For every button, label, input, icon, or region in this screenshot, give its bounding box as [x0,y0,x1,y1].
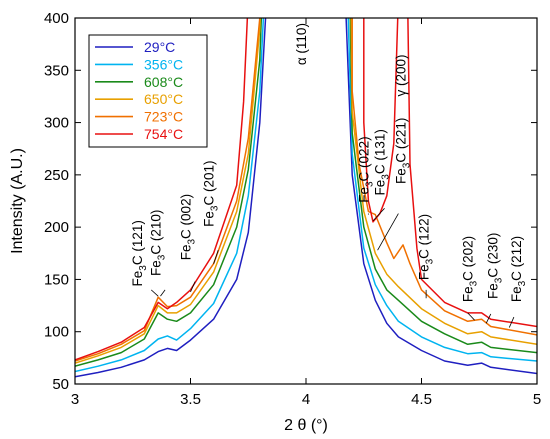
legend-label-5: 754°C [144,126,183,142]
peak-annotation-6: Fe3C (022) [356,136,375,202]
y-axis-label: Intensity (A.U.) [9,148,26,254]
leader-line-2 [190,281,196,293]
series-line-4 [75,18,537,362]
legend-label-0: 29°C [144,39,175,55]
leader-line-10 [508,316,515,328]
y-tick-label-2: 150 [44,271,69,288]
x-tick-label-0: 3 [71,391,79,408]
legend-box [88,34,208,148]
y-tick-label-1: 100 [44,324,69,341]
leader-line-5 [372,208,385,222]
peak-annotation-8: Fe3C (221) [393,118,412,184]
x-tick-label-4: 5 [533,391,541,408]
legend-label-1: 356°C [144,56,183,72]
y-tick-label-5: 300 [44,115,69,132]
peak-annotation-0: α (110) [294,23,309,65]
y-tick-label-0: 50 [52,376,69,393]
leader-line-3 [213,250,219,264]
peak-annotation-11: Fe3C (230) [486,233,505,299]
x-tick-label-1: 3.5 [180,391,201,408]
series-line-2 [75,18,537,367]
peak-annotation-3: Fe3C (210) [149,210,168,276]
y-tick-label-7: 400 [44,10,69,27]
leader-line-1 [160,289,166,297]
series-line-3 [75,18,537,364]
legend-label-4: 723°C [144,109,183,125]
series-line-5 [75,18,537,361]
peak-annotation-12: Fe3C (212) [509,236,528,302]
peak-annotation-4: Fe3C (002) [179,194,198,260]
series-layer [75,18,537,378]
y-tick-label-3: 200 [44,219,69,236]
tick-layer: 3 3.5 4 4.5 5 50 100 150 200 250 300 350 400 [44,10,541,408]
peak-annotation-5: Fe3C (201) [202,161,221,227]
x-tick-label-2: 4 [302,391,310,408]
legend-label-3: 650°C [144,91,183,107]
x-axis-label: 2 θ (°) [284,417,328,434]
y-tick-label-6: 350 [44,62,69,79]
leader-line-0 [150,289,159,297]
leader-line-6 [377,213,399,251]
series-line-0 [75,18,537,378]
leader-line-8 [467,312,475,321]
x-tick-label-3: 4.5 [411,391,432,408]
peak-annotation-2: Fe3C (121) [130,220,149,286]
annotation-layer: α (110) γ (200) Fe3C (121)Fe3C (210) Fe3C (… [130,23,528,302]
y-tick-label-4: 250 [44,167,69,184]
leader-layer [150,208,515,328]
peak-annotation-7: Fe3C (131) [373,129,392,195]
leader-line-9 [485,313,492,324]
peak-annotation-1: γ (200) [393,54,408,96]
series-line-1 [75,18,537,373]
peak-annotation-9: Fe3C (122) [416,214,435,280]
legend-label-2: 608°C [144,74,183,90]
peak-annotation-10: Fe3C (202) [460,236,479,302]
